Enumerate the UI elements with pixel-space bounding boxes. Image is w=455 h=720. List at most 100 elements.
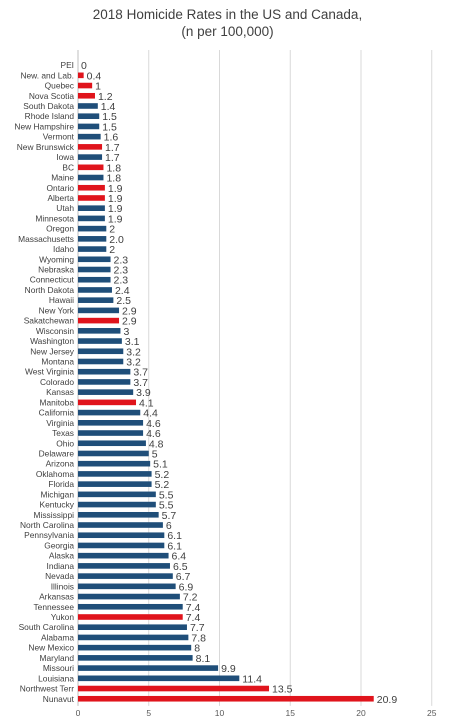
bar [78,338,122,344]
category-label: Oklahoma [36,469,75,479]
category-label: New York [39,305,75,315]
category-label: Alberta [47,193,74,203]
bar [78,246,107,252]
bar [78,532,165,539]
data-label: 2.9 [122,316,137,328]
category-label: Northwest Terr [20,684,75,694]
bar [78,103,98,109]
bar [78,358,124,365]
bar [78,195,105,201]
bar [78,471,152,477]
bar [78,563,170,569]
data-label: 1.5 [102,111,117,123]
data-label: 2.3 [114,265,129,277]
bar [78,389,134,395]
x-tick-label: 5 [146,708,151,718]
data-label: 6.5 [173,561,188,573]
category-label: Connecticut [30,275,75,285]
category-label: South Carolina [19,622,75,632]
bar [78,522,163,528]
data-label: 1.4 [101,101,116,113]
bar [78,225,107,232]
data-label: 2.3 [114,275,129,287]
category-label: Wyoming [39,254,74,264]
category-label: Oregon [46,224,74,234]
category-label: Nunavut [43,694,75,704]
category-label: Louisiana [38,673,74,683]
data-label: 3.9 [136,387,151,399]
data-label: 1.9 [108,183,123,195]
category-label: Vermont [43,132,75,142]
bar [78,123,100,130]
bar [78,297,114,303]
bar [78,399,137,406]
category-label: Quebec [45,81,74,91]
bar [78,133,101,140]
bar [78,695,374,702]
data-label: 1.5 [102,121,117,133]
bar [78,665,219,671]
category-label: Alabama [41,632,74,642]
data-label: 6 [166,520,172,532]
chart-subtitle: (n per 100,000) [181,24,274,39]
category-label: South Dakota [23,101,74,111]
data-label: 9.9 [221,663,236,675]
bar [78,644,192,651]
chart-title: 2018 Homicide Rates in the US and Canada… [92,7,363,22]
category-label: Hawaii [49,295,74,305]
bar [78,409,141,416]
category-label: Yukon [51,612,75,622]
bar [78,266,111,273]
category-label: Kentucky [40,500,75,510]
bar [78,552,169,559]
bar [78,174,104,181]
data-label: 5.2 [155,479,170,491]
data-label: 1.6 [104,132,119,144]
bar [78,481,152,487]
category-label: New. and Lab. [20,70,74,80]
bar [78,205,105,211]
data-label: 1.7 [105,142,120,154]
category-label: Idaho [53,244,74,254]
bar [78,573,173,579]
category-label: Delaware [39,448,75,458]
bar [78,379,131,385]
category-label: New Mexico [28,643,74,653]
bar [78,430,144,436]
category-label: North Carolina [20,520,74,530]
data-label: 7.4 [186,612,201,624]
category-label: Wisconsin [36,326,75,336]
data-label: 3.2 [126,346,141,358]
bar [78,491,156,498]
bar [78,583,176,590]
data-label: 5.7 [162,510,177,522]
category-label: PEI [61,60,75,70]
category-label: Texas [52,428,74,438]
bar [78,348,124,355]
data-label: 3.2 [126,356,141,368]
bar [78,624,187,631]
data-label: 3.1 [125,336,140,348]
category-label: Pennsylvania [24,530,74,540]
bar [78,368,131,375]
bar [78,501,156,508]
data-label: 0 [81,60,87,72]
category-label: West Virginia [25,367,74,377]
bar [78,593,180,600]
category-label: Rhode Island [25,111,75,121]
x-tick-label: 20 [356,708,366,718]
data-label: 6.4 [172,551,187,563]
category-label: Colorado [40,377,74,387]
category-label: Washington [30,336,74,346]
data-label: 4.6 [146,428,161,440]
category-label: Sakatchewan [24,316,75,326]
category-label: Tennessee [33,602,74,612]
category-label: Kansas [46,387,74,397]
category-label: Massachusetts [18,234,74,244]
data-label: 4.8 [149,438,164,450]
category-label: Nova Scotia [29,91,74,101]
data-label: 6.1 [167,540,182,552]
category-label: New Hampshire [14,121,74,131]
